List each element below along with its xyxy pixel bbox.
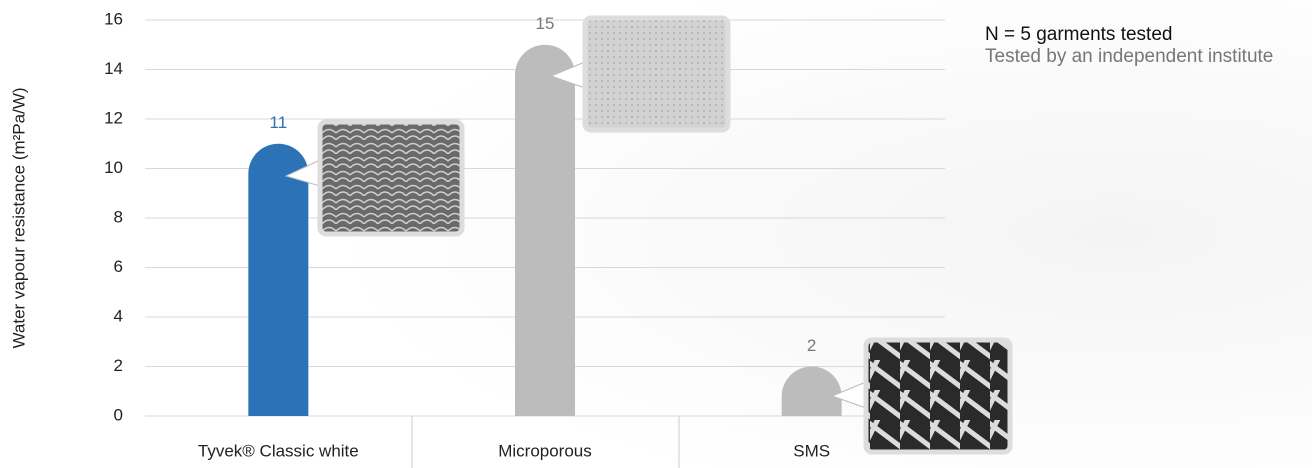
value-label: 2 <box>807 336 816 355</box>
x-tick-label: Microporous <box>498 441 592 460</box>
y-tick-label: 12 <box>104 108 123 127</box>
y-tick-label: 6 <box>114 257 123 276</box>
bar <box>781 366 842 416</box>
value-label: 15 <box>536 14 555 33</box>
micrograph <box>863 337 1013 455</box>
x-tick-label: Tyvek® Classic white <box>198 441 359 460</box>
y-tick-label: 2 <box>114 356 123 375</box>
micrographs <box>284 15 1013 455</box>
micrograph <box>317 119 465 237</box>
y-tick-label: 16 <box>104 9 123 28</box>
micrograph <box>582 15 731 133</box>
y-tick-label: 14 <box>104 59 123 78</box>
bar <box>248 143 309 416</box>
value-label: 11 <box>270 113 288 132</box>
x-tick-label: SMS <box>793 441 830 460</box>
y-tick-label: 10 <box>104 158 123 177</box>
note: Tested by an independent institute <box>985 46 1274 67</box>
y-tick-label: 8 <box>114 207 123 226</box>
y-axis-label: Water vapour resistance (m²Pa/W) <box>9 87 28 348</box>
y-tick-label: 4 <box>114 306 123 325</box>
notes: N = 5 garments tested Tested by an indep… <box>985 24 1305 68</box>
y-tick-label: 0 <box>114 405 123 424</box>
bar <box>515 44 575 417</box>
note: N = 5 garments tested <box>985 24 1173 45</box>
